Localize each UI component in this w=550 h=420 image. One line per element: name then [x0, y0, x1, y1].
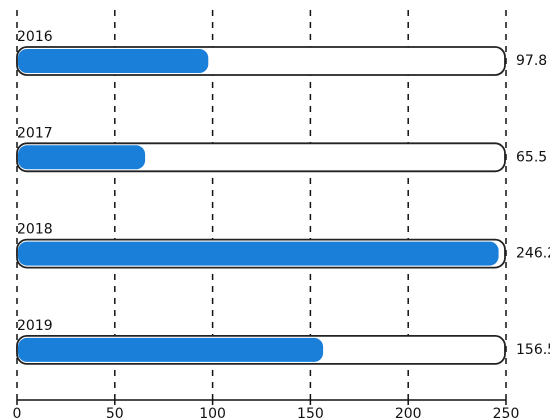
x-tick-label: 200: [395, 406, 422, 420]
value-label: 246.2: [516, 246, 550, 262]
x-tick-label: 50: [106, 406, 124, 420]
value-label: 97.8: [516, 53, 547, 69]
bar: [18, 337, 324, 362]
category-label: 2016: [17, 29, 53, 45]
x-tick-label: 0: [13, 406, 22, 420]
value-label: 156.5: [516, 342, 550, 358]
x-tick-label: 100: [199, 406, 226, 420]
category-label: 2019: [17, 318, 53, 334]
bar: [18, 145, 146, 170]
x-tick-label: 250: [493, 406, 520, 420]
bar: [18, 49, 209, 73]
category-label: 2018: [17, 222, 53, 238]
value-label: 65.5: [516, 149, 547, 165]
bar: [18, 241, 499, 266]
category-label: 2017: [17, 125, 53, 141]
x-tick-label: 150: [297, 406, 324, 420]
